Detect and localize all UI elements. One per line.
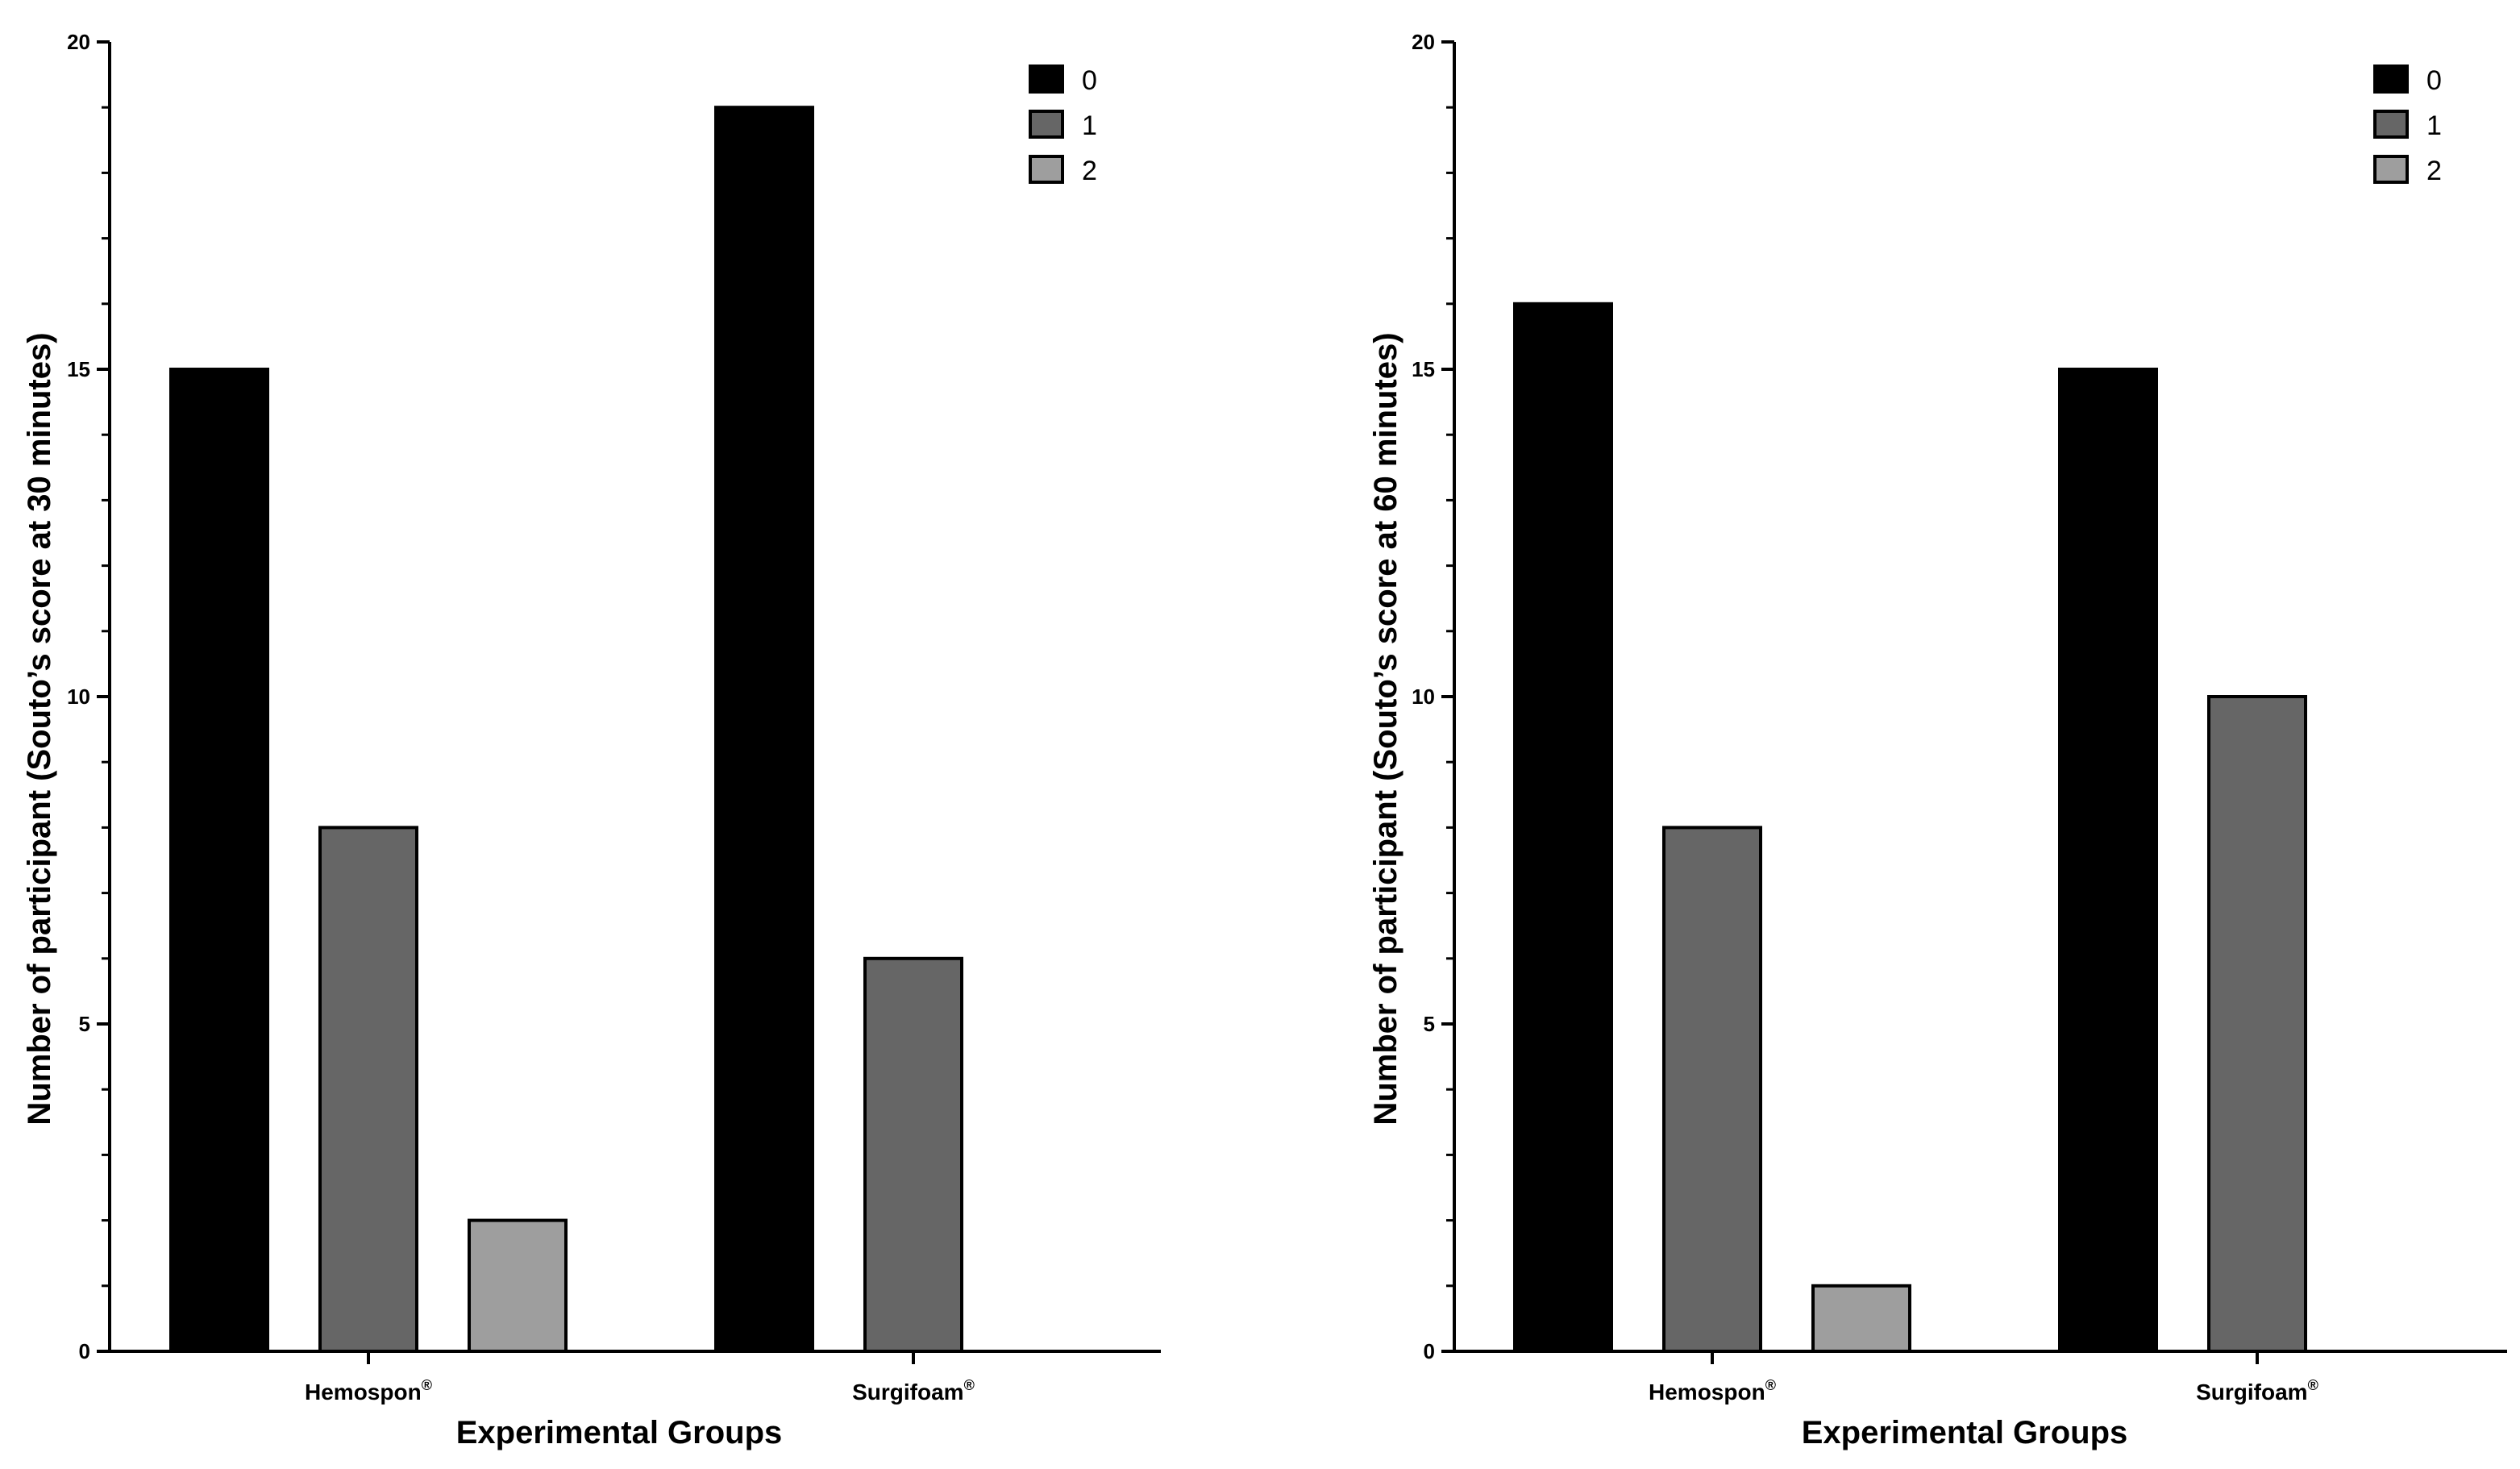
- legend-label-2: 2: [1082, 156, 1097, 186]
- bar-surgifoam-score-0: [714, 106, 814, 1354]
- y-axis-title: Number of participant (Souto’s score at …: [22, 332, 57, 1125]
- y-tick-label: 10: [1412, 685, 1435, 709]
- y-tick-label: 5: [1424, 1012, 1435, 1036]
- legend-swatch-0: [2373, 65, 2409, 94]
- bar-hemospon-score-2: [1811, 1284, 1911, 1354]
- legend-label-0: 0: [2426, 65, 2442, 96]
- bar-surgifoam-score-1: [863, 956, 963, 1354]
- y-tick-label: 20: [1412, 30, 1435, 54]
- x-axis-title: Experimental Groups: [456, 1415, 783, 1450]
- legend-swatch-2: [2373, 155, 2409, 184]
- bar-surgifoam-score-1: [2207, 695, 2307, 1353]
- x-tick-label-surgifoam: Surgifoam®: [852, 1377, 975, 1404]
- y-tick-label: 15: [1412, 357, 1435, 381]
- legend-label-1: 1: [1082, 110, 1097, 141]
- bar-surgifoam-score-0: [2058, 368, 2158, 1353]
- x-tick-label-surgifoam: Surgifoam®: [2196, 1377, 2318, 1404]
- bar-hemospon-score-1: [318, 826, 418, 1353]
- legend-swatch-1: [1029, 110, 1064, 139]
- x-tick-label-hemospon: Hemospon®: [305, 1377, 432, 1404]
- y-tick-label: 10: [67, 685, 90, 709]
- legend-label-0: 0: [1082, 65, 1097, 96]
- y-axis-title: Number of participant (Souto’s score at …: [1368, 332, 1403, 1125]
- y-tick-label: 5: [79, 1012, 90, 1036]
- bar-hemospon-score-0: [169, 368, 269, 1353]
- y-tick-label: 0: [79, 1339, 90, 1363]
- legend-label-1: 1: [2426, 110, 2442, 141]
- bar-hemospon-score-1: [1662, 826, 1762, 1353]
- x-tick-label-hemospon: Hemospon®: [1649, 1377, 1776, 1404]
- y-tick-label: 15: [67, 357, 90, 381]
- legend-label-2: 2: [2426, 156, 2442, 186]
- x-axis-title: Experimental Groups: [1802, 1415, 2128, 1450]
- y-tick-label: 0: [1424, 1339, 1435, 1363]
- bar-hemospon-score-2: [468, 1218, 568, 1353]
- legend: 0 1 2: [1029, 65, 1097, 186]
- legend: 0 1 2: [2373, 65, 2442, 186]
- legend-swatch-2: [1029, 155, 1064, 184]
- bar-hemospon-score-0: [1513, 302, 1613, 1353]
- y-tick-label: 20: [67, 30, 90, 54]
- legend-swatch-0: [1029, 65, 1064, 94]
- legend-swatch-1: [2373, 110, 2409, 139]
